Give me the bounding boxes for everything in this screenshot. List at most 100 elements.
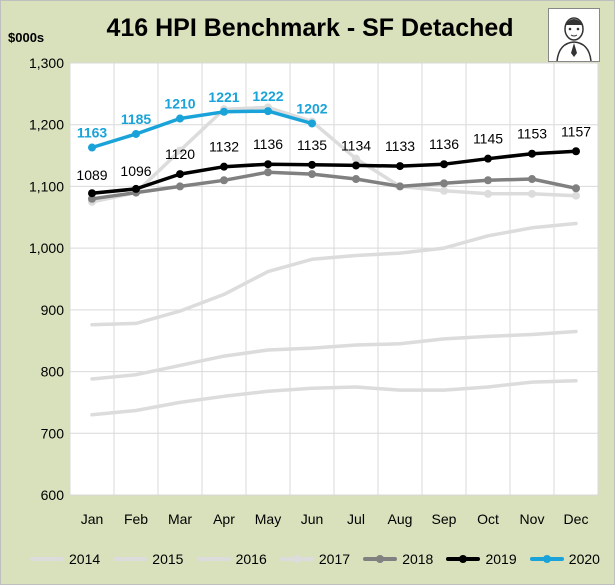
- x-tick-label: Jun: [301, 511, 324, 527]
- point-2019: [352, 161, 360, 170]
- data-label-2019: 1134: [341, 137, 371, 153]
- y-tick-label: 800: [41, 364, 65, 380]
- point-2017: [352, 154, 360, 163]
- point-2019: [132, 184, 140, 193]
- point-2018: [440, 179, 448, 188]
- legend: 2014 2015 2016 2017 2018 2019 2020: [30, 548, 600, 570]
- legend-marker: [376, 555, 385, 563]
- data-label-2019: 1096: [120, 163, 151, 179]
- data-label-2020: 1221: [208, 89, 239, 105]
- legend-label: 2017: [318, 551, 351, 567]
- legend-marker: [459, 555, 468, 563]
- legend-label: 2016: [235, 551, 267, 567]
- point-2019: [176, 170, 184, 179]
- data-label-2019: 1135: [297, 137, 327, 153]
- x-tick-label: Nov: [520, 511, 545, 527]
- x-tick-label: Dec: [564, 511, 589, 527]
- data-label-2019: 1089: [76, 167, 107, 183]
- point-2018: [396, 182, 404, 191]
- data-label-2019: 1136: [253, 136, 283, 152]
- legend-label: 2019: [485, 551, 517, 567]
- point-2018: [308, 170, 316, 179]
- data-label-2020: 1185: [121, 111, 152, 127]
- series-line-2015: [90, 329, 578, 381]
- legend-marker: [542, 555, 551, 563]
- point-2019: [88, 189, 96, 198]
- point-2020: [132, 129, 140, 138]
- data-label-2020: 1222: [252, 88, 283, 104]
- point-2019: [220, 162, 228, 171]
- y-tick-label: 1,000: [29, 240, 64, 256]
- series-line-2016: [90, 221, 578, 327]
- point-2017: [484, 189, 492, 198]
- data-label-2020: 1202: [296, 100, 327, 116]
- legend-item-2014: 2014: [30, 551, 100, 567]
- series-line-2014: [90, 379, 578, 417]
- point-2020: [88, 143, 96, 152]
- data-label-2020: 1210: [164, 96, 195, 112]
- legend-label: 2014: [69, 551, 101, 567]
- legend-label: 2020: [568, 551, 600, 567]
- legend-swatch: [529, 555, 564, 563]
- x-tick-label: Feb: [124, 511, 148, 527]
- point-2019: [308, 160, 316, 169]
- point-2020: [176, 114, 184, 123]
- point-2020: [220, 107, 228, 116]
- point-2018: [176, 182, 184, 191]
- legend-label: 2018: [402, 551, 434, 567]
- chart-title: 416 HPI Benchmark - SF Detached: [106, 14, 514, 42]
- point-2019: [440, 160, 448, 169]
- legend-swatch: [279, 555, 314, 563]
- point-2018: [220, 176, 228, 185]
- y-unit-label: $000s: [8, 30, 45, 45]
- x-tick-label: Apr: [213, 511, 235, 527]
- legend-item-2020: 2020: [529, 551, 600, 567]
- point-2018: [88, 194, 96, 203]
- point-2019: [528, 149, 536, 158]
- data-label-2019: 1153: [517, 126, 547, 142]
- series-line-2019: [90, 149, 578, 195]
- data-label-2019: 1145: [473, 131, 503, 147]
- point-2018: [572, 184, 580, 193]
- data-label-2019: 1120: [165, 146, 195, 162]
- series-line-2018: [90, 170, 578, 201]
- point-2017: [572, 191, 580, 200]
- data-label-2020: 1163: [77, 125, 108, 141]
- x-tick-label: Jul: [347, 511, 365, 527]
- avatar: [548, 8, 600, 62]
- y-tick-label: 1,200: [29, 117, 64, 133]
- x-tick-label: May: [255, 511, 281, 527]
- legend-label: 2015: [152, 551, 184, 567]
- legend-swatch: [446, 555, 481, 563]
- x-tick-label: Mar: [168, 511, 192, 527]
- data-label-2019: 1136: [429, 136, 459, 152]
- data-label-2019: 1157: [561, 123, 591, 139]
- point-2017: [528, 189, 536, 198]
- legend-swatch: [113, 557, 148, 561]
- point-2017: [440, 186, 448, 195]
- portrait-icon: [556, 17, 592, 62]
- point-2018: [352, 175, 360, 184]
- point-2018: [264, 168, 272, 177]
- point-2017: [176, 146, 184, 155]
- x-tick-label: Aug: [388, 511, 413, 527]
- legend-item-2019: 2019: [446, 551, 517, 567]
- y-tick-label: 700: [41, 425, 65, 441]
- data-label-2019: 1133: [385, 138, 415, 154]
- point-2018: [484, 176, 492, 185]
- legend-item-2016: 2016: [196, 551, 267, 567]
- legend-marker: [292, 555, 301, 563]
- legend-item-2017: 2017: [279, 551, 351, 567]
- point-2018: [528, 175, 536, 184]
- x-tick-label: Oct: [477, 511, 499, 527]
- point-2019: [484, 154, 492, 163]
- x-tick-label: Sep: [432, 511, 457, 527]
- point-2020: [264, 107, 272, 116]
- y-tick-label: 600: [41, 487, 65, 503]
- y-tick-label: 1,100: [29, 178, 64, 194]
- legend-swatch: [30, 557, 64, 561]
- series-line-2017: [90, 105, 578, 204]
- point-2020: [308, 119, 316, 128]
- x-tick-label: Jan: [81, 511, 104, 527]
